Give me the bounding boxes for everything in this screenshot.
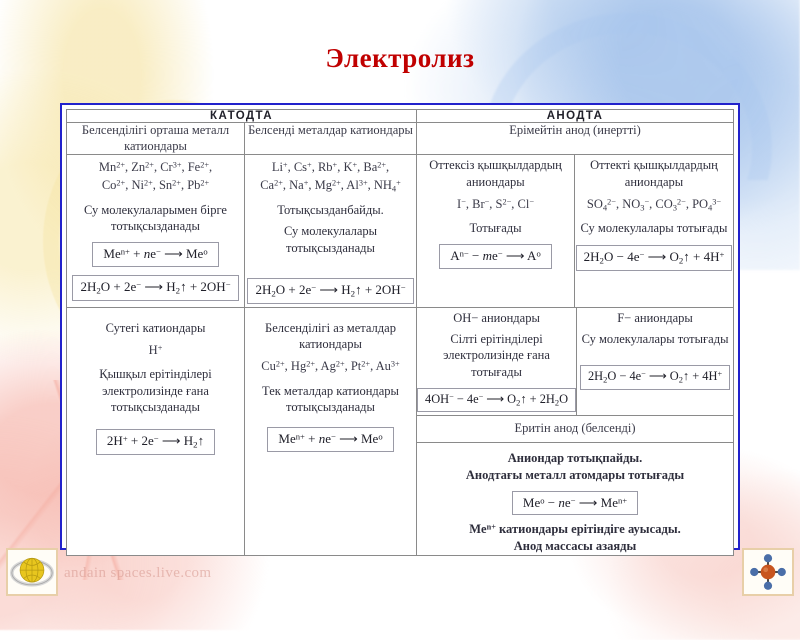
table-header-row: КАТОДТА АНОДТА — [66, 109, 734, 123]
equation-wrap-hydrogen-reduction: 2H+ + 2e− ⟶ H2↑ — [67, 429, 244, 456]
equation-wrap-water-oxidation-2: 2H2O − 4e− ⟶ O2↑ + 4H+ — [577, 365, 733, 390]
ion-list-active-metals: Li+, Cs+, Rb+, K+, Ba2+, Ca2+, Na+, Mg2+… — [260, 160, 401, 194]
note-only-metal-cations: Тек металдар катиондары тотықсызданады — [262, 383, 399, 414]
note-water-oxidized-2: Су молекулалары тотығады — [581, 332, 729, 347]
note-water-oxidized-1: Су молекулалары тотығады — [580, 221, 728, 236]
subheader-insoluble-anode: Ерімейтін анод (инертті) — [416, 121, 734, 156]
subheader-f-anions: F− аниондары — [617, 310, 693, 325]
ion-list-low-activity: Cu2+, Hg2+, Ag2+, Pt2+, Au3+ — [261, 359, 400, 374]
equation-wrap-metal-dissolution: Meo − ne− ⟶ Men+ — [417, 490, 733, 516]
note-acid-solutions: Қышқыл ерітінділері электролизінде ғана … — [99, 367, 212, 414]
anode-lower-table: OH− аниондары Сілті ерітінділері электро… — [417, 307, 733, 555]
cell-soluble-anode-body: Аниондар тотықпайды. Анодтағы металл ато… — [417, 443, 733, 555]
equation-hydrogen-reduction: 2H+ + 2e− ⟶ H2↑ — [95, 429, 216, 456]
table-body-row-2: Сутегі катиондары H+ Қышқыл ерітінділері… — [66, 306, 734, 556]
note-medium-activity: Су молекулаларымен бірге тотықсызданады — [84, 202, 227, 233]
ion-list-medium-activity: Mn2+, Zn2+, Cr3+, Fe2+, Co2+, Ni2+, Sn2+… — [98, 160, 213, 193]
note-oxidized-1: Тотығады — [469, 220, 522, 235]
equation-water-reduction-1: 2H2O + 2e− ⟶ H2↑ + 2OH− — [72, 274, 239, 301]
cell-cathode-active-metals: Li+, Cs+, Rb+, K+, Ba2+, Ca2+, Na+, Mg2+… — [244, 154, 417, 308]
anode-soluble-header-row: Еритін анод (белсенді) — [417, 415, 733, 443]
equation-oh-oxidation: 4OH− − 4e− ⟶ O2↑ + 2H2O — [417, 387, 577, 413]
equation-wrap-me-reduction-2: Men+ + ne− ⟶ Meo — [245, 427, 416, 452]
equation-anion-oxidation: An− − me− ⟶ Ao — [439, 244, 552, 269]
molecule-icon — [750, 554, 786, 590]
equation-wrap-water-reduction-2: 2H2O + 2e− ⟶ H2↑ + 2OH− — [245, 277, 416, 304]
note-not-reduced: Тотықсызданбайды. — [277, 203, 384, 218]
equation-water-oxidation-2: 2H2O − 4e− ⟶ O2↑ + 4H+ — [579, 365, 731, 390]
cell-cathode-low-activity-metals: Белсенділігі аз металдар катиондары Cu2+… — [244, 306, 417, 556]
electrolysis-table-frame: КАТОДТА АНОДТА Белсенділігі орташа метал… — [60, 103, 740, 556]
electrolysis-table: КАТОДТА АНОДТА Белсенділігі орташа метал… — [66, 109, 734, 556]
equation-water-reduction-2: 2H2O + 2e− ⟶ H2↑ + 2OH− — [247, 277, 414, 304]
ion-list-oxygen-acids: SO42−, NO3−, CO32−, PO43− — [586, 196, 722, 213]
slide-title: Электролиз — [325, 43, 475, 73]
note-anode-mass-decreases: Анод массасы азаяды — [513, 539, 637, 554]
cell-anode-oh-anions: OH− аниондары Сілті ерітінділері электро… — [417, 307, 578, 417]
equation-me-reduction: Men+ + ne− ⟶ Meo — [92, 242, 219, 267]
equation-water-oxidation-1: 2H2O − 4e− ⟶ O2↑ + 4H+ — [575, 244, 733, 271]
globe-icon — [10, 557, 54, 587]
subheader-active-metal-cations: Белсенді металдар катиондары — [244, 121, 417, 156]
note-cations-to-solution: Men+ катиондары ерітіндіге ауысады. — [469, 522, 681, 537]
note-water-reduced: Су молекулалары тотықсызданады — [283, 224, 378, 255]
note-metal-atoms-oxidized: Анодтағы металл атомдары тотығады — [465, 468, 685, 483]
subheader-soluble-anode: Еритін анод (белсенді) — [417, 415, 733, 443]
note-alkali-solutions: Сілті ерітінділері электролизінде ғана т… — [443, 332, 550, 379]
anode-soluble-body-row: Аниондар тотықпайды. Анодтағы металл ато… — [417, 443, 733, 555]
ion-list-hydrogen: H+ — [148, 343, 163, 358]
equation-metal-dissolution: Meo − ne− ⟶ Men+ — [511, 490, 639, 516]
molecule-icon-box[interactable] — [742, 548, 794, 596]
subheader-oxygen-acids: Оттекті қышқылдардың аниондары — [590, 158, 718, 189]
equation-wrap-me-reduction: Men+ + ne− ⟶ Meo — [67, 242, 244, 267]
equation-wrap-water-oxidation-1: 2H2O − 4e− ⟶ O2↑ + 4H+ — [575, 244, 733, 271]
subheader-low-activity-metals: Белсенділігі аз металдар катиондары — [265, 320, 396, 352]
subheader-hydrogen-cations: Сутегі катиондары — [105, 320, 206, 335]
globe-icon-box[interactable] — [6, 548, 58, 596]
cell-cathode-medium-activity: Mn2+, Zn2+, Cr3+, Fe2+, Co2+, Ni2+, Sn2+… — [66, 154, 245, 308]
anode-oh-f-row: OH− аниондары Сілті ерітінділері электро… — [417, 307, 733, 417]
note-anions-not-oxidized: Аниондар тотықпайды. — [507, 451, 643, 465]
equation-wrap-water-reduction-1: 2H2O + 2e− ⟶ H2↑ + 2OH− — [67, 274, 244, 301]
cell-anode-oxygenless-anions: Оттексіз қышқылдардың аниондары I−, Br−,… — [416, 154, 575, 308]
cell-anode-oxygen-anions: Оттекті қышқылдардың аниондары SO42−, NO… — [574, 154, 734, 308]
cell-anode-f-anions: F− аниондары Су молекулалары тотығады 2H… — [576, 307, 733, 417]
subheader-oh-anions: OH− аниондары — [453, 310, 540, 325]
cell-cathode-hydrogen-cations: Сутегі катиондары H+ Қышқыл ерітінділері… — [66, 306, 245, 556]
equation-wrap-anion-oxidation: An− − me− ⟶ Ao — [417, 244, 574, 269]
table-body-row-1: Mn2+, Zn2+, Cr3+, Fe2+, Co2+, Ni2+, Sn2+… — [66, 154, 734, 308]
equation-wrap-oh-oxidation: 4OH− − 4e− ⟶ O2↑ + 2H2O — [417, 387, 577, 413]
subheader-oxygenless-acids: Оттексіз қышқылдардың аниондары — [429, 158, 562, 189]
subheader-medium-activity-cations: Белсенділігі орташа металл катиондары — [66, 121, 245, 156]
header-anode: АНОДТА — [416, 109, 734, 123]
equation-me-reduction-2: Men+ + ne− ⟶ Meo — [267, 427, 394, 452]
watermark-text: andain spaces.live.com — [64, 565, 212, 581]
ion-list-oxygenless: I−, Br−, S2−, Cl− — [457, 196, 534, 211]
table-subheader-row: Белсенділігі орташа металл катиондары Бе… — [66, 121, 734, 156]
header-cathode: КАТОДТА — [66, 109, 417, 123]
cell-anode-lower-group: OH− аниондары Сілті ерітінділері электро… — [416, 306, 734, 556]
